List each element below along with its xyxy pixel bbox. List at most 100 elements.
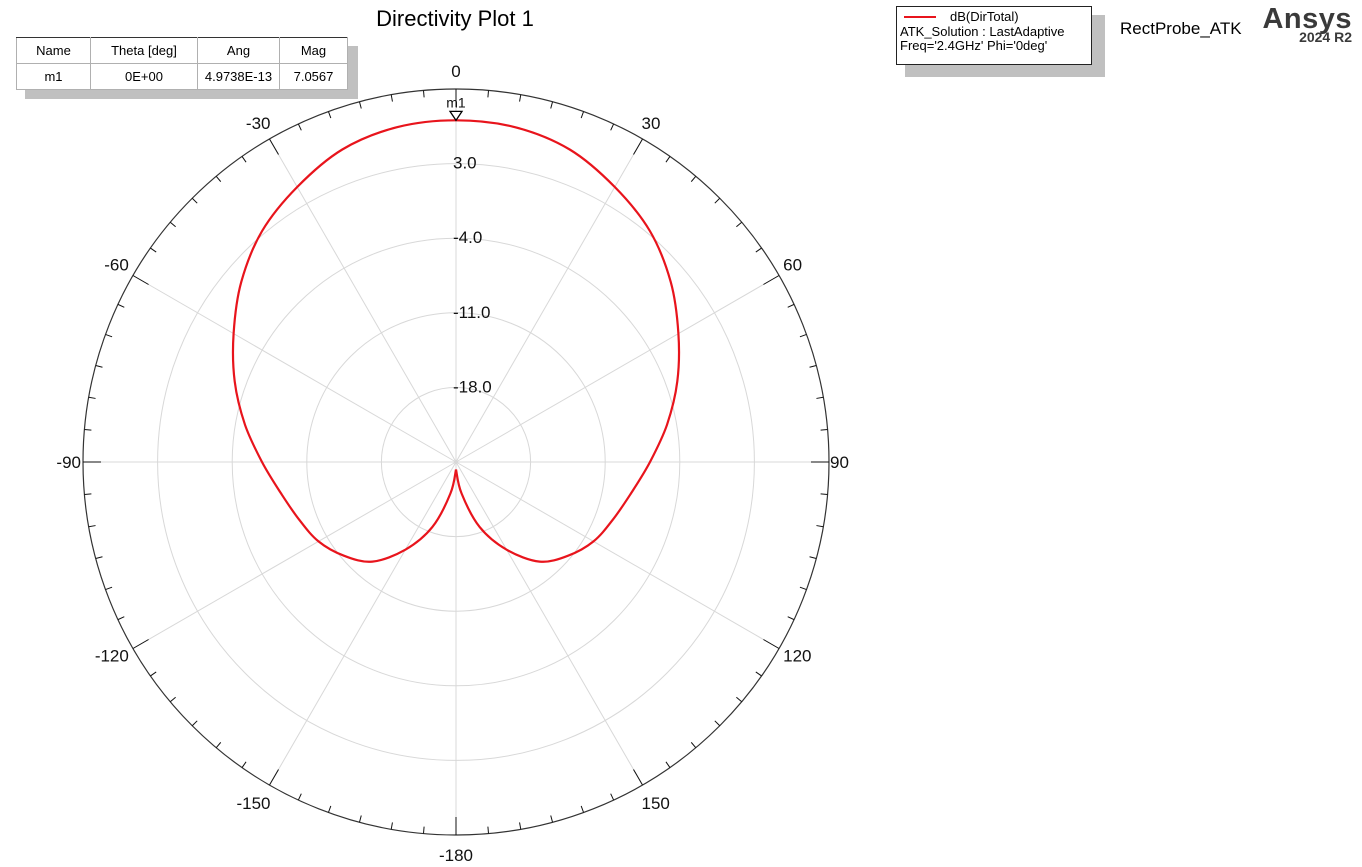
minor-tick: [422, 826, 425, 834]
angular-grid-line: [455, 275, 780, 463]
minor-tick: [665, 761, 671, 768]
minor-tick: [191, 720, 198, 727]
minor-tick: [117, 616, 125, 621]
major-tick: [763, 275, 780, 285]
minor-tick: [690, 175, 697, 182]
minor-tick: [550, 815, 554, 823]
minor-tick: [215, 175, 222, 182]
angular-label: 150: [642, 794, 670, 813]
angular-label: -120: [95, 647, 129, 666]
angular-label: -60: [104, 256, 129, 275]
angular-label: 90: [830, 453, 849, 472]
minor-tick: [820, 493, 828, 496]
angular-labels: 0 30 60 90 120 150 -180 -150 -120 -90 -60 -30: [56, 62, 849, 865]
minor-tick: [665, 156, 671, 163]
minor-tick: [714, 197, 721, 204]
minor-tick: [799, 586, 807, 591]
minor-tick: [117, 303, 125, 308]
angular-label: 120: [783, 647, 811, 666]
angular-label: -90: [56, 453, 81, 472]
marker-name-cell: m1: [16, 63, 91, 90]
minor-tick: [327, 111, 332, 119]
angular-grid-line: [455, 138, 643, 463]
radial-labels: 3.0 -4.0 -11.0 -18.0: [453, 154, 492, 397]
minor-tick: [88, 525, 96, 528]
col-mag-header: Mag: [279, 37, 348, 64]
legend[interactable]: dB(DirTotal) ATK_Solution : LastAdaptive…: [896, 6, 1105, 77]
angular-ticks: [83, 89, 829, 835]
ansys-logo: Ansys 2024 R2: [1252, 4, 1352, 45]
minor-tick: [150, 247, 157, 253]
minor-tick: [610, 793, 615, 801]
angular-label: 0: [451, 62, 460, 81]
col-theta-header: Theta [deg]: [90, 37, 198, 64]
minor-tick: [95, 364, 103, 368]
marker-table-header: Name Theta [deg] Ang Mag: [16, 37, 348, 64]
trace-color-swatch-icon: [904, 16, 936, 19]
minor-tick: [95, 556, 103, 560]
brand-version: 2024 R2: [1299, 29, 1352, 45]
angular-label: -30: [246, 114, 271, 133]
angular-label: 60: [783, 256, 802, 275]
minor-tick: [84, 493, 92, 496]
angular-label: -150: [236, 794, 270, 813]
marker-label: m1: [446, 94, 466, 110]
minor-tick: [84, 428, 92, 431]
minor-tick: [422, 90, 425, 98]
marker-ang-cell: 4.9738E-13: [197, 63, 280, 90]
minor-tick: [816, 396, 824, 399]
minor-tick: [736, 221, 743, 228]
minor-tick: [191, 197, 198, 204]
minor-tick: [390, 94, 393, 102]
angular-grid-line: [455, 461, 643, 786]
angular-grid-line: [269, 138, 457, 463]
minor-tick: [755, 247, 762, 253]
minor-tick: [787, 616, 795, 621]
minor-tick: [297, 793, 302, 801]
minor-tick: [358, 815, 362, 823]
radial-label: -18.0: [453, 377, 492, 396]
minor-tick: [241, 761, 247, 768]
angular-grid-line: [455, 461, 780, 649]
minor-tick: [820, 428, 828, 431]
legend-trace-label: dB(DirTotal): [950, 9, 1019, 24]
minor-tick: [809, 364, 817, 368]
plot-title: Directivity Plot 1: [376, 6, 534, 31]
col-ang-header: Ang: [197, 37, 280, 64]
minor-tick: [487, 90, 490, 98]
marker-theta-cell: 0E+00: [90, 63, 198, 90]
minor-tick: [358, 101, 362, 109]
minor-tick: [519, 822, 522, 830]
major-tick: [132, 275, 149, 285]
angular-label: 30: [642, 114, 661, 133]
marker-table[interactable]: Name Theta [deg] Ang Mag m1 0E+00 4.9738…: [16, 37, 358, 99]
minor-tick: [390, 822, 393, 830]
angular-grid-line: [269, 461, 457, 786]
angular-label: -180: [439, 846, 473, 865]
minor-tick: [519, 94, 522, 102]
minor-tick: [487, 826, 490, 834]
major-tick: [763, 639, 780, 649]
minor-tick: [787, 303, 795, 308]
minor-tick: [690, 742, 697, 749]
minor-tick: [105, 333, 113, 338]
radial-label: 3.0: [453, 154, 477, 173]
minor-tick: [580, 111, 585, 119]
radial-label: -4.0: [453, 228, 482, 247]
minor-tick: [241, 156, 247, 163]
major-tick: [633, 769, 643, 786]
minor-tick: [714, 720, 721, 727]
table-row[interactable]: m1 0E+00 4.9738E-13 7.0567: [16, 63, 348, 90]
marker-triangle-icon: [448, 110, 464, 122]
minor-tick: [88, 396, 96, 399]
minor-tick: [799, 333, 807, 338]
minor-tick: [816, 525, 824, 528]
marker-m1[interactable]: m1: [446, 94, 466, 122]
angular-grid-line: [132, 275, 457, 463]
col-name-header: Name: [16, 37, 91, 64]
minor-tick: [755, 671, 762, 677]
minor-tick: [327, 805, 332, 813]
minor-tick: [580, 805, 585, 813]
minor-tick: [297, 123, 302, 131]
